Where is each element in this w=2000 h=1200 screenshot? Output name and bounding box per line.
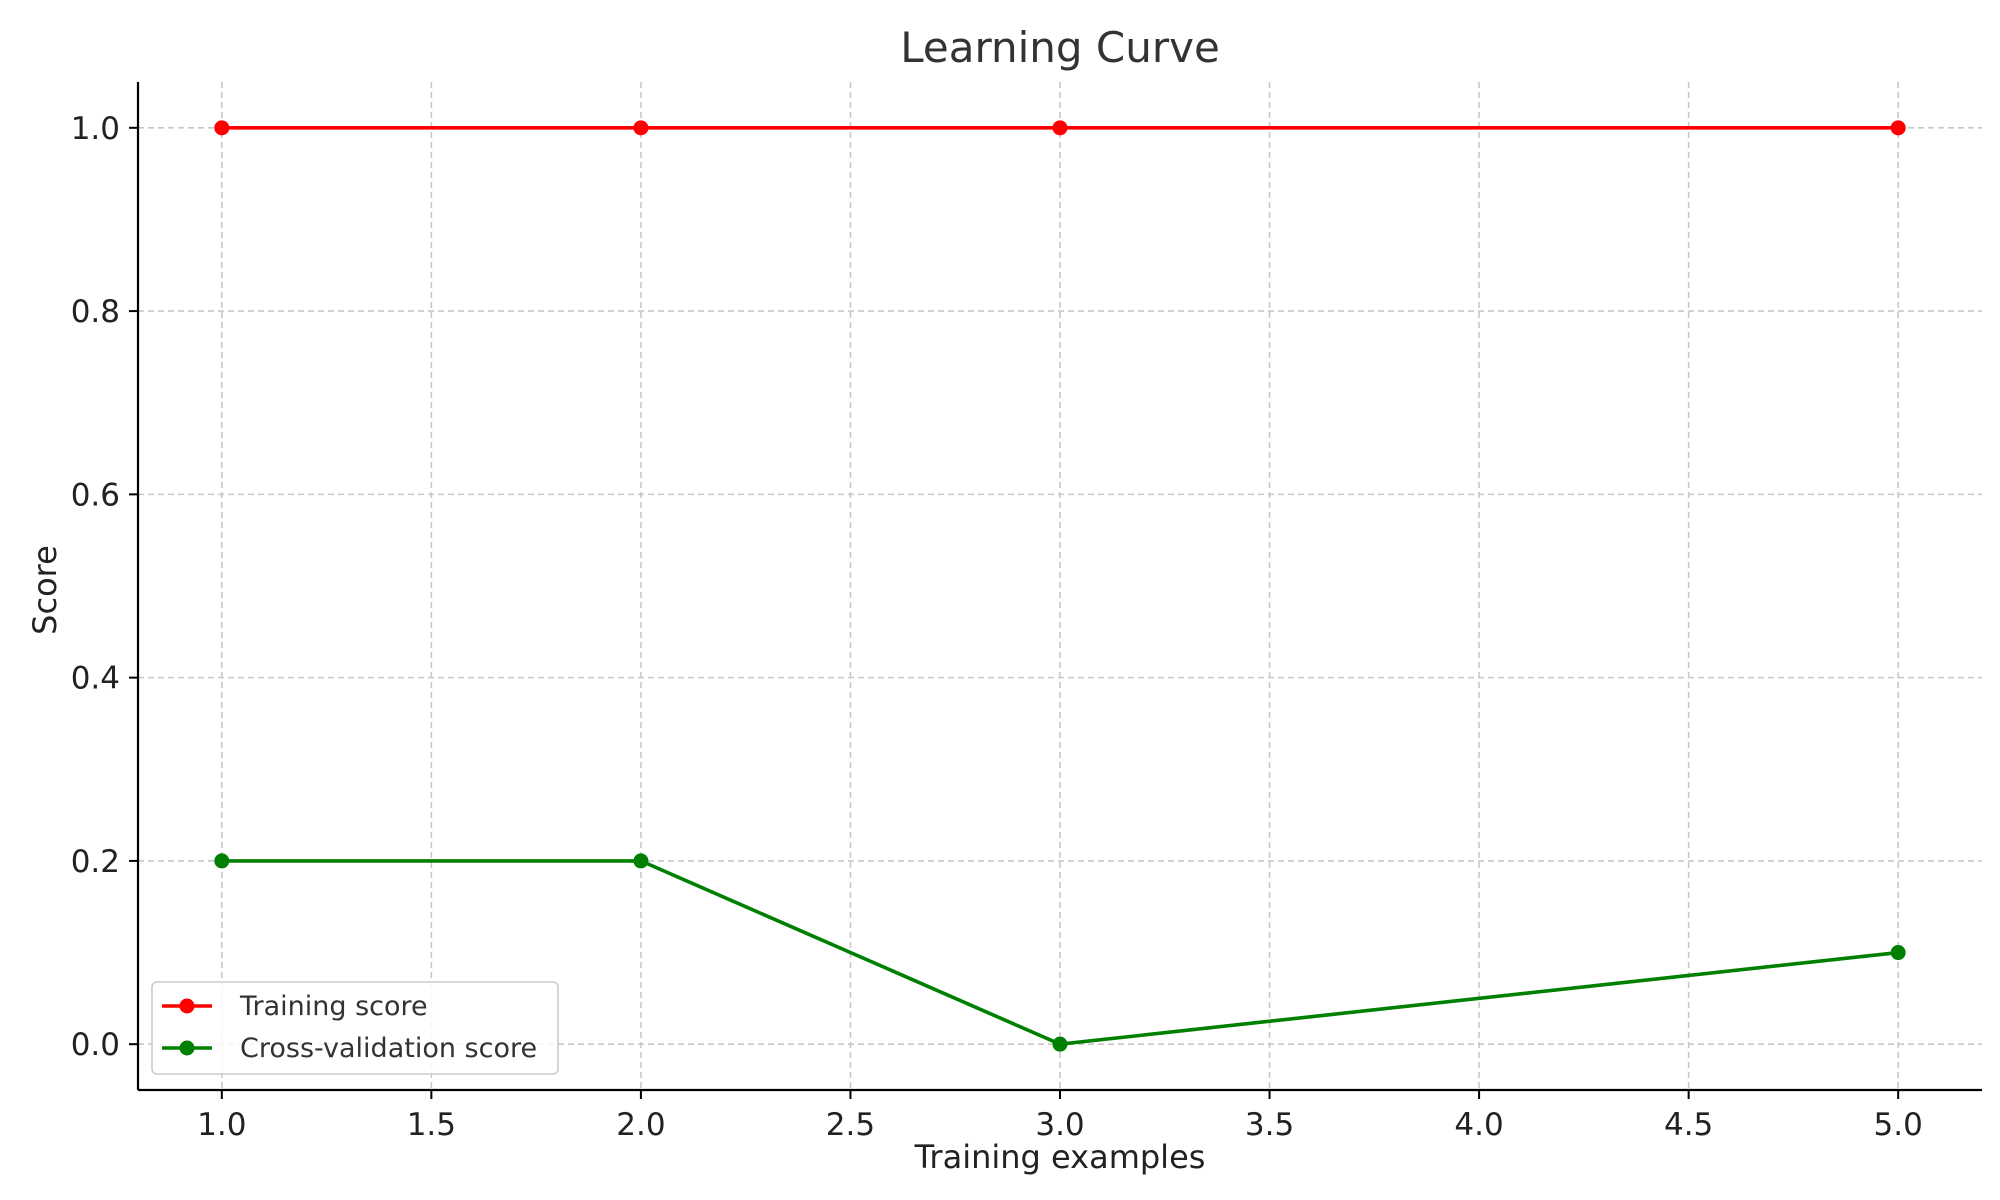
x-tick-label: 4.5 [1664,1107,1713,1143]
x-axis-label: Training examples [914,1138,1206,1176]
series-layer [214,120,1906,1052]
cross-validation-score-point [633,853,649,869]
x-tick-label: 3.5 [1245,1107,1294,1143]
training-score-point [1052,120,1068,136]
legend-label-training-score: Training score [239,991,428,1022]
legend-label-cross-validation-score: Cross-validation score [240,1033,537,1064]
cross-validation-score-point [214,853,230,869]
y-tick-label: 0.0 [71,1027,120,1063]
y-tick-label: 1.0 [71,111,120,147]
legend-marker-cross-validation-score [179,1040,195,1056]
x-tick-label: 2.5 [826,1107,875,1143]
legend: Training score Cross-validation score [151,981,559,1075]
x-tick-label: 2.0 [616,1107,665,1143]
training-score-point [214,120,230,136]
x-tick-label: 1.0 [197,1107,246,1143]
axes-layer: 1.0 1.5 2.0 2.5 3.0 3.5 4.0 4.5 5.0 0.0 0.2 0.4 0.6 0… [71,82,1982,1143]
y-tick-label: 0.2 [71,844,120,880]
legend-box [151,981,559,1075]
y-tick-label: 0.4 [71,661,120,697]
cross-validation-score-point [1890,945,1906,961]
legend-marker-training-score [179,998,195,1014]
y-tick-label: 0.8 [71,294,120,330]
y-axis-label: Score [26,545,64,635]
cross-validation-score-line [221,859,1899,1047]
x-tick-label: 5.0 [1874,1107,1923,1143]
x-tick-label: 1.5 [407,1107,456,1143]
grid-layer [138,82,1982,1090]
chart-title: Learning Curve [900,23,1220,72]
training-score-point [633,120,649,136]
x-tick-label: 3.0 [1035,1107,1084,1143]
y-tick-label: 0.6 [71,477,120,513]
cross-validation-score-point [1052,1036,1068,1052]
training-score-point [1890,120,1906,136]
x-tick-label: 4.0 [1454,1107,1503,1143]
